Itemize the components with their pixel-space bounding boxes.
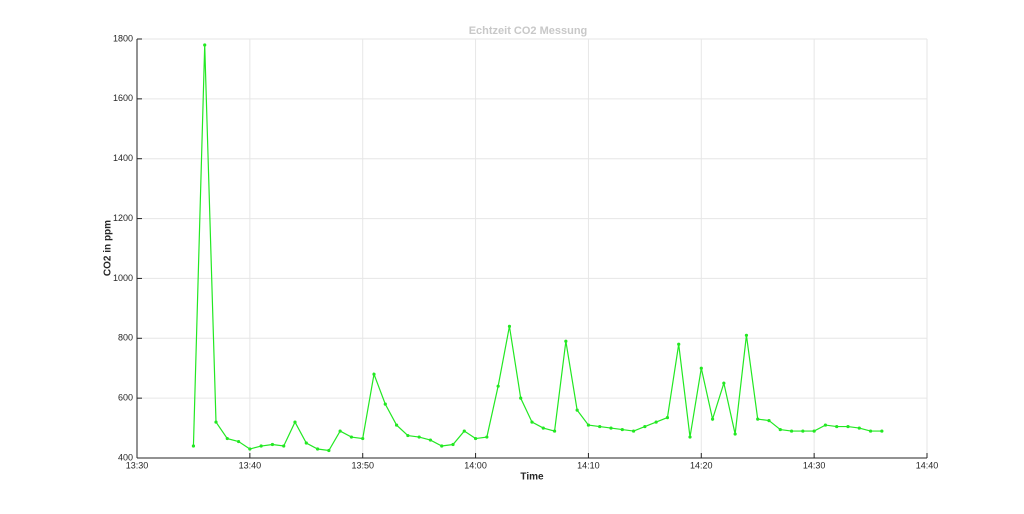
data-point — [586, 423, 591, 427]
data-point — [778, 427, 782, 432]
y-tick-label: 1800 — [113, 33, 133, 43]
data-point — [598, 424, 602, 429]
y-tick-label: 1200 — [113, 213, 133, 223]
data-point — [722, 381, 726, 385]
data-point — [756, 417, 760, 421]
data-point — [609, 426, 613, 430]
y-tick-label: 1600 — [113, 93, 133, 103]
data-point — [304, 441, 308, 445]
data-point — [225, 436, 229, 441]
x-axis-label: Time — [520, 472, 544, 483]
data-point — [665, 415, 670, 420]
x-tick-label: 14:10 — [577, 460, 600, 470]
data-point — [248, 447, 252, 451]
data-point — [564, 339, 568, 343]
data-point — [699, 366, 703, 370]
data-point — [789, 429, 794, 433]
data-line — [192, 44, 882, 452]
data-point — [214, 420, 218, 424]
data-point — [643, 424, 647, 429]
data-point — [315, 447, 320, 451]
data-point — [801, 429, 805, 433]
data-point — [473, 436, 478, 441]
y-tick-label: 600 — [118, 393, 133, 403]
data-point — [823, 423, 828, 427]
data-point — [812, 429, 816, 433]
data-point — [203, 43, 207, 47]
data-point — [767, 418, 771, 423]
data-point — [575, 408, 579, 412]
y-tick-label: 1400 — [113, 153, 133, 163]
y-axis-label: CO2 in ppm — [103, 220, 114, 276]
data-point — [541, 426, 545, 430]
x-tick-label: 14:30 — [803, 460, 826, 470]
data-point — [835, 424, 839, 429]
data-point — [744, 333, 749, 337]
data-point — [394, 423, 399, 427]
data-point — [620, 427, 624, 432]
y-tick-label: 1000 — [113, 273, 133, 283]
data-point — [236, 439, 241, 444]
data-point — [361, 436, 365, 441]
x-tick-label: 13:30 — [126, 460, 149, 470]
data-point — [338, 429, 342, 433]
data-point — [631, 429, 636, 433]
data-point — [259, 444, 263, 448]
y-tick-label: 800 — [118, 333, 133, 343]
data-point — [191, 444, 196, 448]
data-point — [462, 429, 466, 433]
data-point — [293, 420, 297, 424]
data-point — [507, 324, 512, 328]
data-point — [552, 429, 557, 433]
data-point — [846, 424, 850, 429]
data-point — [485, 435, 489, 439]
data-point — [654, 420, 658, 424]
data-point — [688, 435, 692, 439]
y-tick-label: 400 — [118, 452, 133, 462]
x-tick-label: 13:50 — [351, 460, 374, 470]
data-point — [428, 438, 433, 442]
data-point — [733, 432, 737, 436]
data-point — [880, 429, 884, 433]
data-point — [282, 444, 286, 448]
data-point — [383, 402, 387, 406]
x-tick-label: 14:00 — [464, 460, 487, 470]
data-point — [530, 420, 534, 424]
data-point — [857, 426, 861, 430]
data-point — [349, 435, 354, 439]
data-point — [406, 433, 410, 438]
data-point — [868, 429, 873, 433]
data-point — [327, 448, 331, 453]
data-point — [677, 342, 681, 346]
chart-title: Echtzeit CO2 Messung — [469, 25, 588, 37]
data-point — [710, 417, 715, 421]
x-tick-label: 13:40 — [239, 460, 262, 470]
data-point — [496, 384, 500, 388]
data-point — [451, 442, 455, 447]
data-point — [372, 372, 376, 376]
data-point — [519, 396, 523, 400]
data-point — [440, 444, 444, 448]
x-tick-label: 14:20 — [690, 460, 713, 470]
data-point — [417, 435, 421, 439]
x-tick-label: 14:40 — [916, 460, 939, 470]
data-point — [270, 442, 275, 447]
